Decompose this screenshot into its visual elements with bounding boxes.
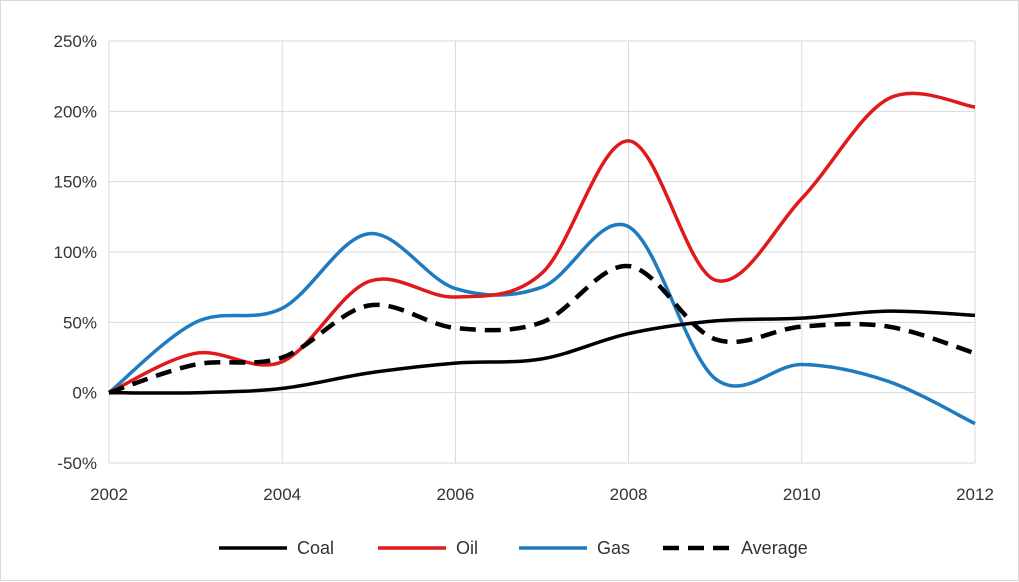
x-tick-label: 2004: [263, 485, 301, 504]
series-lines: [107, 91, 976, 426]
x-tick-label: 2010: [783, 485, 821, 504]
axes: -50% 0% 50% 100% 150% 200% 250% 2002 2004 2006 200…: [54, 32, 994, 504]
x-tick-label: 2012: [956, 485, 994, 504]
y-tick-label: 250%: [54, 32, 97, 51]
x-tick-label: 2008: [610, 485, 648, 504]
y-tick-label: 200%: [54, 102, 97, 121]
legend: Coal Oil Gas Average: [219, 538, 808, 558]
series-line-average: [108, 263, 976, 395]
legend-label-gas: Gas: [597, 538, 630, 558]
y-tick-label: 100%: [54, 243, 97, 262]
gridlines: [108, 40, 976, 464]
legend-label-average: Average: [741, 538, 808, 558]
y-tick-label: -50%: [57, 454, 97, 473]
legend-label-coal: Coal: [297, 538, 334, 558]
series-line-gas: [107, 222, 976, 426]
series-line-coal: [108, 309, 976, 395]
y-tick-label: 50%: [63, 313, 97, 332]
legend-label-oil: Oil: [456, 538, 478, 558]
y-tick-label: 150%: [54, 173, 97, 192]
x-tick-label: 2006: [436, 485, 474, 504]
series-line-oil: [108, 91, 976, 395]
x-tick-label: 2002: [90, 485, 128, 504]
y-tick-label: 0%: [72, 384, 97, 403]
